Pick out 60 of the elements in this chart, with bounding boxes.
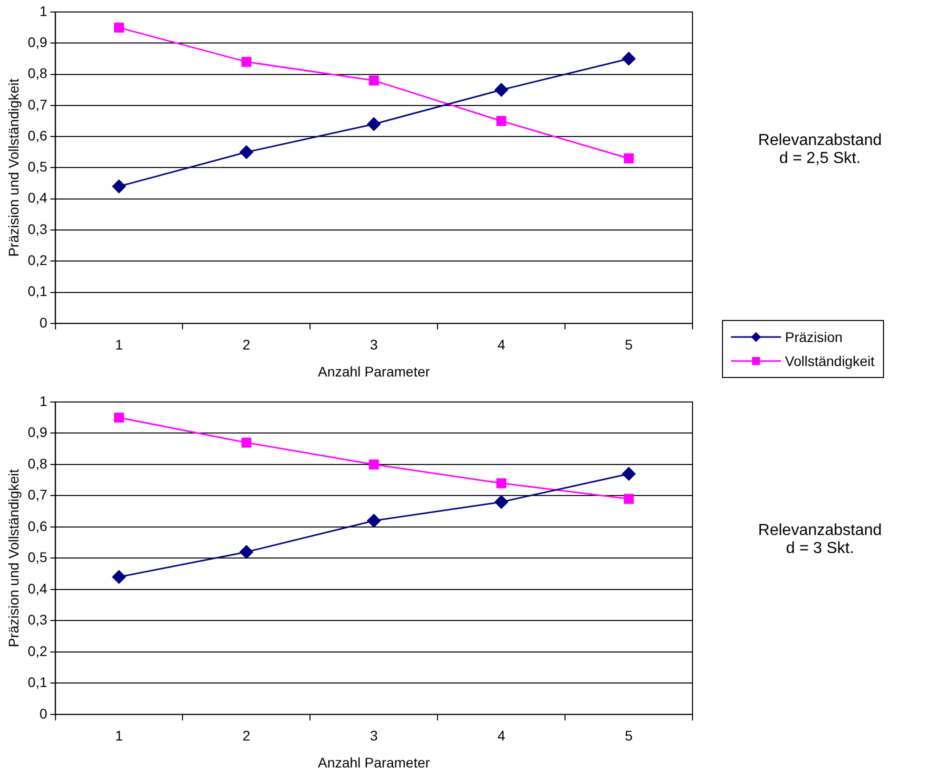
x-axis-title: Anzahl Parameter [318,363,430,380]
point [112,570,126,584]
point [112,180,126,194]
point [367,514,381,528]
x-tick-label: 1 [115,336,124,353]
legend-label: Präzision [785,329,843,345]
y-axis-title: Präzision und Vollständigkeit [5,468,22,648]
y-tick-label: 0 [39,314,48,330]
y-tick-label: 0,9 [28,424,48,440]
text: Relevanzabstand d = 2,5 Skt. [757,132,883,168]
point [367,117,381,131]
y-tick-label: 1 [39,392,48,409]
point [114,412,124,423]
x-tick-label: 3 [370,336,378,353]
x-tick-label: 3 [370,728,378,744]
x-tick-label: 4 [497,336,506,353]
x-tick-label: 5 [624,728,633,744]
text: Relevanzabstand d = 3 Skt. [757,522,883,558]
y-tick-label: 0,1 [28,283,48,300]
x-tick-label: 4 [497,728,506,744]
y-tick-label: 0,6 [28,518,48,534]
x-tick-label: 2 [242,728,251,744]
y-tick-label: 0,8 [28,455,48,472]
y-tick-label: 0,9 [28,34,48,50]
point [240,145,254,159]
y-tick-label: 0,5 [28,158,48,175]
y-tick-label: 0,3 [28,612,48,628]
y-tick-label: 0,6 [28,127,48,144]
point [368,76,379,86]
x-axis-title: Anzahl Parameter [318,754,430,770]
y-tick-label: 0,4 [28,580,48,596]
y-tick-label: 1 [39,2,48,19]
y-tick-label: 0,1 [28,674,48,690]
y-tick-label: 0,2 [28,252,48,268]
y-tick-label: 0,7 [28,96,48,112]
y-tick-label: 0,4 [28,190,48,206]
point [241,56,252,67]
legend-label: Vollständigkeit [785,353,875,369]
x-tick-label: 2 [242,336,251,353]
y-tick-label: 0,8 [28,65,48,82]
point [496,478,506,488]
x-tick-label: 5 [624,336,633,353]
x-tick-label: 1 [115,728,124,744]
point [240,545,254,559]
point [496,116,506,126]
y-tick-label: 0,2 [28,642,48,659]
point [624,153,634,164]
y-axis-title: Präzision und Vollständigkeit [5,78,22,257]
y-tick-label: 0,5 [28,549,48,566]
y-tick-label: 0,3 [28,220,48,237]
point [114,22,124,33]
point [624,494,634,504]
point [622,52,636,66]
point [494,495,508,509]
point [494,83,508,97]
point [241,438,252,448]
point [622,467,636,481]
y-tick-label: 0,7 [28,486,48,503]
point [368,459,379,470]
y-tick-label: 0 [39,705,48,722]
